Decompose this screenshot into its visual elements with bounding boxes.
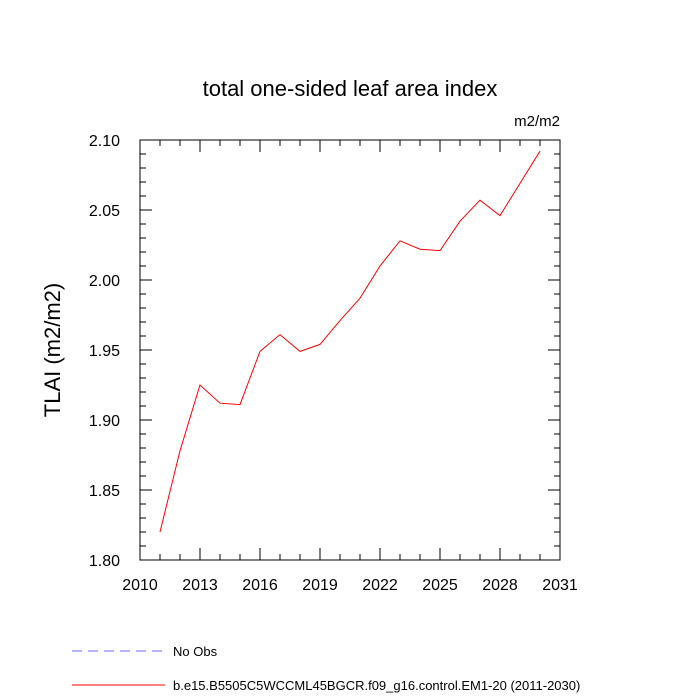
plot-frame bbox=[139, 139, 561, 561]
tick-labels: 2010 2013 2016 2019 2022 2025 2028 2031 1.80 1.85… bbox=[89, 133, 578, 594]
legend-label: No Obs bbox=[173, 644, 218, 659]
x-tick-label: 2025 bbox=[422, 577, 458, 594]
legend-label: b.e15.B5505C5WCCML45BGCR.f09_g16.control… bbox=[173, 678, 580, 693]
series-line bbox=[159, 150, 541, 533]
x-tick-label: 2028 bbox=[482, 577, 518, 594]
x-tick-label: 2010 bbox=[122, 577, 158, 594]
y-tick-label: 1.85 bbox=[89, 483, 120, 500]
y-tick-label: 1.90 bbox=[89, 413, 120, 430]
x-tick-label: 2031 bbox=[542, 577, 578, 594]
x-tick-label: 2022 bbox=[362, 577, 398, 594]
y-tick-label: 2.10 bbox=[89, 133, 120, 150]
x-tick-label: 2019 bbox=[302, 577, 338, 594]
units-label: m2/m2 bbox=[514, 113, 560, 130]
y-tick-label: 2.00 bbox=[89, 273, 120, 290]
y-tick-label: 2.05 bbox=[89, 203, 120, 220]
y-tick-label: 1.80 bbox=[89, 553, 120, 570]
legend: No Obs b.e15.B5505C5WCCML45BGCR.f09_g16.c… bbox=[72, 644, 580, 693]
y-tick-label: 1.95 bbox=[89, 343, 120, 360]
y-axis-label: TLAI (m2/m2) bbox=[40, 283, 65, 417]
axis-ticks bbox=[139, 139, 561, 561]
x-tick-label: 2016 bbox=[242, 577, 278, 594]
x-tick-label: 2013 bbox=[182, 577, 218, 594]
chart-title: total one-sided leaf area index bbox=[203, 76, 498, 101]
series-lines bbox=[159, 150, 541, 533]
